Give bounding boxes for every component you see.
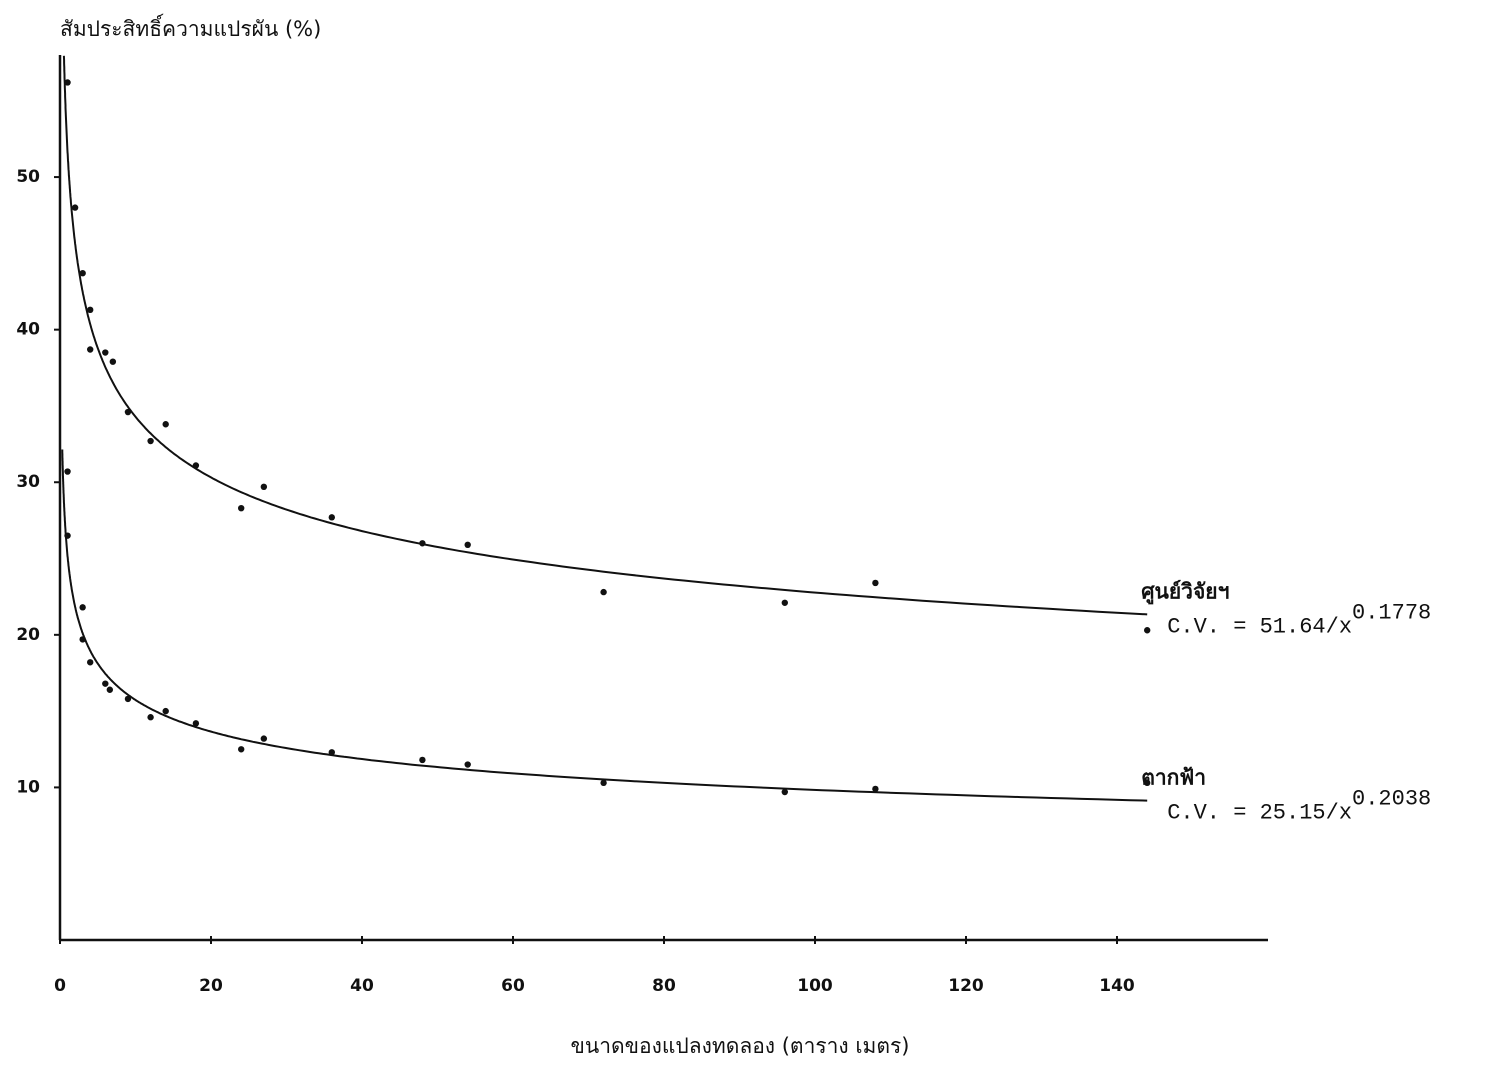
data-point xyxy=(260,483,268,491)
equation-exponent: 0.2038 xyxy=(1352,786,1431,811)
data-point xyxy=(464,761,471,768)
data-point xyxy=(79,636,86,643)
data-point xyxy=(464,541,471,549)
data-point xyxy=(192,462,200,469)
y-tick-label: 10 xyxy=(16,777,40,797)
data-point xyxy=(87,346,94,353)
data-point xyxy=(600,588,607,596)
series-label: ศูนย์วิจัยฯ xyxy=(1141,579,1229,605)
y-axis-label: สัมประสิทธิ์ความแปรผัน (%) xyxy=(60,13,321,41)
data-point xyxy=(79,604,86,611)
y-tick-label: 50 xyxy=(16,167,40,187)
fit-curve xyxy=(61,449,1148,802)
data-point xyxy=(162,707,169,715)
data-point xyxy=(64,468,71,475)
x-tick-label: 100 xyxy=(797,976,833,996)
data-point xyxy=(328,749,335,756)
data-point xyxy=(87,306,94,314)
x-tick-label: 120 xyxy=(948,976,984,996)
x-tick-label: 80 xyxy=(652,976,676,996)
data-point xyxy=(781,788,788,796)
x-tick-label: 140 xyxy=(1099,976,1135,996)
data-point xyxy=(419,540,426,547)
equation-text: C.V. = 51.64/x xyxy=(1167,614,1352,639)
x-tick-label: 0 xyxy=(54,976,66,996)
data-point xyxy=(419,756,426,764)
x-axis-label: ขนาดของแปลงทดลอง (ตาราง เมตร) xyxy=(571,1034,910,1058)
data-point xyxy=(147,437,154,445)
data-point xyxy=(192,720,200,727)
data-point xyxy=(238,504,245,512)
y-tick-label: 40 xyxy=(16,320,40,340)
data-point xyxy=(71,204,79,211)
data-point xyxy=(87,659,94,666)
equation-exponent: 0.1778 xyxy=(1352,600,1431,625)
equation-text: C.V. = 25.15/x xyxy=(1167,800,1352,825)
data-point xyxy=(64,79,71,86)
data-point xyxy=(238,746,245,753)
data-point xyxy=(106,686,114,693)
data-point xyxy=(147,714,154,721)
series-label: ตากฟ้า xyxy=(1141,766,1206,790)
y-tick-label: 30 xyxy=(16,472,40,492)
data-point xyxy=(328,514,335,521)
data-point xyxy=(109,358,117,365)
y-tick-label: 20 xyxy=(16,625,40,645)
data-point xyxy=(781,599,788,606)
data-point xyxy=(64,532,71,539)
data-point xyxy=(124,408,132,416)
x-tick-label: 20 xyxy=(199,976,223,996)
data-point xyxy=(162,421,169,428)
data-point xyxy=(1144,779,1151,787)
equation: C.V. = 25.15/x0.2038 xyxy=(1167,786,1431,825)
data-point xyxy=(79,269,86,277)
data-point xyxy=(102,680,109,687)
x-tick-label: 40 xyxy=(350,976,374,996)
data-point xyxy=(600,779,607,787)
data-point xyxy=(124,695,132,703)
data-point xyxy=(260,735,268,742)
fit-curve xyxy=(62,55,1148,616)
data-point xyxy=(872,579,879,587)
data-point xyxy=(872,785,879,793)
data-point xyxy=(1144,627,1151,634)
data-point xyxy=(102,349,109,356)
x-tick-label: 60 xyxy=(501,976,525,996)
equation: C.V. = 51.64/x0.1778 xyxy=(1167,600,1431,639)
